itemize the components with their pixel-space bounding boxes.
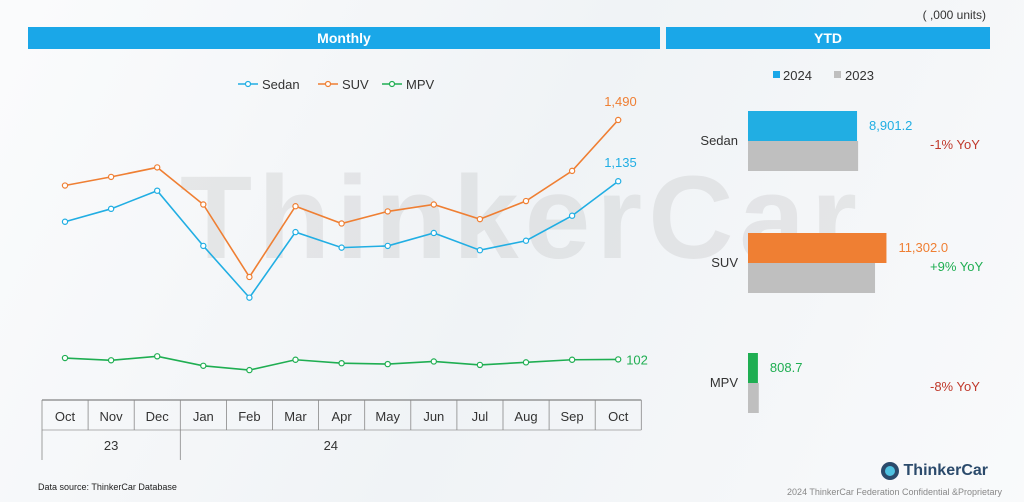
ytd-yoy-mpv: -8% YoY bbox=[930, 379, 980, 394]
ytd-bar-2023-suv bbox=[748, 263, 876, 293]
point-suv-9 bbox=[476, 215, 484, 223]
point-mpv-5 bbox=[292, 356, 299, 363]
ytd-label-mpv: 808.7 bbox=[770, 360, 803, 375]
watermark: ThinkerCar bbox=[180, 152, 863, 284]
logo-icon bbox=[880, 462, 899, 480]
point-mpv-1 bbox=[107, 357, 115, 364]
point-mpv-8 bbox=[430, 358, 437, 365]
ytd-bar-2023-sedan bbox=[748, 141, 859, 171]
data-source: Data source: ThinkerCar Database bbox=[38, 482, 177, 492]
units-note: ( ,000 units) bbox=[922, 8, 986, 22]
ytd-legend-2024: 2024 bbox=[783, 68, 812, 83]
ytd-category-suv: SUV bbox=[711, 255, 738, 270]
point-suv-4 bbox=[246, 273, 253, 281]
ytd-label-suv: 11,302.0 bbox=[898, 240, 948, 255]
x-tick-label-8: Jun bbox=[423, 409, 444, 424]
brand-logo: ThinkerCar bbox=[880, 462, 988, 480]
point-mpv-12 bbox=[615, 356, 622, 363]
point-sedan-8 bbox=[430, 229, 437, 237]
year-label-24: 24 bbox=[324, 438, 338, 453]
point-mpv-7 bbox=[384, 360, 391, 368]
point-suv-11 bbox=[568, 167, 576, 175]
x-tick-label-2: Dec bbox=[146, 409, 170, 424]
point-mpv-10 bbox=[522, 359, 530, 366]
point-mpv-11 bbox=[568, 356, 576, 363]
point-suv-3 bbox=[200, 201, 207, 208]
point-sedan-12 bbox=[615, 178, 622, 185]
point-sedan-10 bbox=[522, 237, 530, 244]
point-mpv-2 bbox=[153, 353, 161, 360]
x-tick-label-4: Feb bbox=[238, 409, 260, 424]
legend-label-mpv: MPV bbox=[406, 77, 435, 92]
legend-marker-suv bbox=[324, 80, 332, 88]
copyright: 2024 ThinkerCar Federation Confidential … bbox=[787, 487, 1002, 497]
point-suv-8 bbox=[430, 201, 437, 208]
x-tick-label-1: Nov bbox=[100, 409, 124, 424]
point-mpv-4 bbox=[246, 366, 253, 374]
end-label-sedan: 1,135 bbox=[604, 155, 637, 170]
point-sedan-2 bbox=[153, 187, 161, 194]
ytd-bar-2023-mpv bbox=[748, 383, 759, 413]
year-label-23: 23 bbox=[104, 438, 118, 453]
point-sedan-0 bbox=[61, 218, 69, 225]
point-mpv-3 bbox=[200, 362, 207, 369]
point-sedan-9 bbox=[476, 247, 484, 254]
legend-label-sedan: Sedan bbox=[262, 77, 300, 92]
ytd-legend-2023: 2023 bbox=[845, 68, 874, 83]
ytd-category-sedan: Sedan bbox=[700, 133, 738, 148]
ytd-yoy-sedan: -1% YoY bbox=[930, 137, 980, 152]
x-tick-label-10: Aug bbox=[514, 409, 537, 424]
point-suv-2 bbox=[153, 164, 161, 171]
ytd-legend-swatch-2023 bbox=[834, 71, 841, 78]
ytd-yoy-suv: +9% YoY bbox=[930, 259, 983, 274]
point-mpv-6 bbox=[338, 360, 345, 367]
x-tick-label-12: Oct bbox=[608, 409, 629, 424]
point-suv-6 bbox=[338, 220, 345, 227]
ytd-bar-2024-suv bbox=[748, 233, 887, 263]
series-line-sedan bbox=[64, 180, 619, 299]
point-sedan-1 bbox=[107, 205, 115, 213]
point-suv-1 bbox=[107, 173, 115, 181]
point-sedan-3 bbox=[200, 242, 207, 250]
x-tick-label-9: Jul bbox=[472, 409, 489, 424]
point-sedan-4 bbox=[246, 294, 253, 301]
legend-marker-sedan bbox=[244, 80, 252, 88]
ytd-header: YTD bbox=[666, 27, 990, 49]
series-line-suv bbox=[64, 119, 619, 279]
logo-text: ThinkerCar bbox=[903, 462, 988, 479]
point-sedan-11 bbox=[568, 212, 576, 219]
x-tick-label-5: Mar bbox=[284, 409, 307, 424]
ytd-bar-2024-mpv bbox=[748, 353, 758, 383]
point-sedan-7 bbox=[384, 242, 391, 250]
ytd-label-sedan: 8,901.2 bbox=[869, 118, 912, 133]
ytd-bar-2024-sedan bbox=[748, 111, 858, 141]
monthly-header: Monthly bbox=[28, 27, 660, 49]
x-tick-label-6: Apr bbox=[331, 409, 352, 424]
legend-label-suv: SUV bbox=[342, 77, 369, 92]
end-label-mpv: 102 bbox=[626, 352, 648, 367]
point-suv-12 bbox=[615, 116, 622, 124]
ytd-legend-swatch-2024 bbox=[773, 71, 780, 78]
point-suv-0 bbox=[61, 182, 69, 189]
point-suv-5 bbox=[292, 203, 299, 210]
point-sedan-5 bbox=[292, 228, 299, 236]
end-label-suv: 1,490 bbox=[604, 94, 637, 109]
x-tick-label-7: May bbox=[375, 409, 400, 424]
x-tick-label-3: Jan bbox=[193, 409, 214, 424]
legend-marker-mpv bbox=[388, 80, 396, 88]
point-mpv-0 bbox=[61, 354, 69, 362]
point-suv-10 bbox=[522, 197, 530, 205]
x-tick-label-11: Sep bbox=[561, 409, 584, 424]
ytd-category-mpv: MPV bbox=[710, 375, 739, 390]
point-suv-7 bbox=[384, 208, 391, 215]
point-mpv-9 bbox=[476, 361, 484, 369]
point-sedan-6 bbox=[338, 244, 345, 251]
x-tick-label-0: Oct bbox=[55, 409, 76, 424]
